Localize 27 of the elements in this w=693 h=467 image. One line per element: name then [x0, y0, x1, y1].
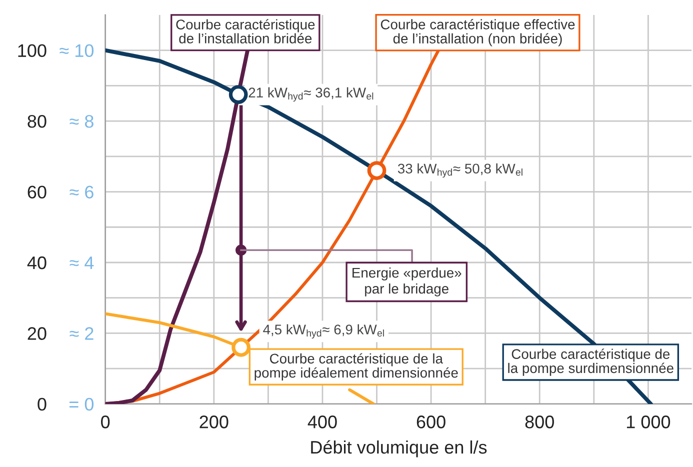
series-label: Courbe caractéristique de la pompe idéalement dimensionnée [254, 353, 458, 380]
annotation: 21 kW$_{hyd}$≈ 36,1 kW$_{el}$ [248, 87, 374, 102]
x-tick-label: 200 [200, 416, 228, 428]
y-tick-label: 40 [27, 256, 46, 270]
y-tick-label: 60 [28, 186, 46, 198]
y2-tick-label: = 0 [70, 398, 94, 411]
series-label: Courbe caractéristique de l’installation bridée [176, 19, 315, 44]
x-tick-label: 400 [308, 416, 337, 428]
x-axis-title: Débit volumique en l/s [311, 440, 487, 458]
y-tick-label: 0 [38, 398, 46, 411]
series-label: Courbe caractéristique de la pompe surdimensionnée [508, 348, 674, 376]
y2-tick-label: ≈ 10 [60, 44, 94, 58]
y2-tick-label: ≈ 4 [70, 256, 94, 270]
y-tick-label: 80 [28, 114, 46, 128]
x-tick-label: 1 000 [626, 416, 670, 428]
y2-tick-label: ≈ 2 [70, 327, 94, 340]
annotation: 33 kW$_{hyd}$≈ 50,8 kW$_{el}$ [398, 163, 522, 178]
x-tick-label: 0 [101, 416, 110, 428]
x-tick-label: 600 [416, 416, 446, 428]
y-tick-label: 20 [28, 327, 46, 340]
y-tick-label: 100 [18, 44, 46, 58]
annotation: Energie «perdue» par le bridage [352, 267, 462, 296]
y2-tick-label: ≈ 8 [70, 114, 94, 128]
x-tick-label: 800 [525, 416, 554, 428]
series-label: Courbe caractéristique effective de l’installation (non bridée) [380, 19, 575, 46]
annotation: 4,5 kW$_{hyd}$≈ 6,9 kW$_{el}$ [263, 324, 384, 339]
y2-tick-label: ≈ 6 [70, 186, 94, 198]
